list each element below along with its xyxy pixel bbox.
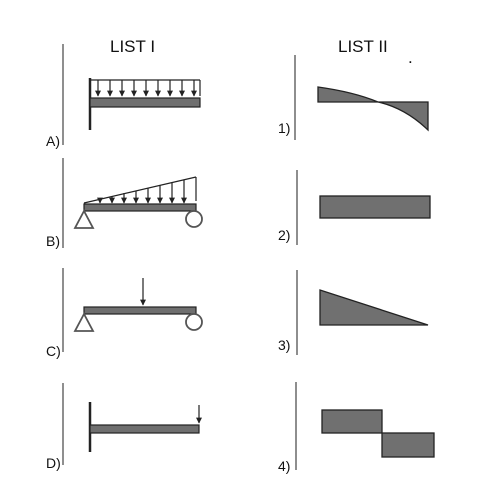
list-2-item-2: 2) bbox=[278, 170, 431, 245]
pin-support-b bbox=[73, 209, 95, 229]
diagram-shape-4-lower bbox=[381, 432, 435, 458]
list-2-item-3: 3) bbox=[278, 270, 429, 355]
list-1-item-d: D) bbox=[46, 383, 202, 471]
diagram-shape-1-right bbox=[377, 101, 429, 132]
beam-d bbox=[89, 424, 200, 434]
diagram-shape-2 bbox=[319, 195, 431, 219]
list-2-header: LIST II bbox=[338, 37, 388, 56]
diagram-shape-4-upper bbox=[321, 409, 383, 434]
list-2-item-1: 1) bbox=[278, 55, 429, 140]
label-b: B) bbox=[46, 233, 60, 249]
roller-support-c bbox=[185, 313, 203, 331]
label-4: 4) bbox=[278, 458, 290, 474]
label-3: 3) bbox=[278, 337, 290, 353]
list-2-item-4: 4) bbox=[278, 382, 435, 474]
label-2: 2) bbox=[278, 227, 290, 243]
stray-dot: . bbox=[408, 48, 413, 67]
list-1-item-b: B) bbox=[46, 158, 203, 249]
list-1-item-a: A) bbox=[46, 44, 201, 149]
beam-b bbox=[83, 203, 197, 212]
diagram-shape-3 bbox=[319, 289, 429, 326]
label-d: D) bbox=[46, 455, 61, 471]
triangular-load-b bbox=[83, 176, 197, 204]
label-c: C) bbox=[46, 343, 61, 359]
list-1-header: LIST I bbox=[110, 37, 155, 56]
roller-support-b bbox=[185, 210, 203, 228]
beam-c bbox=[83, 306, 197, 315]
list-1-item-c: C) bbox=[46, 268, 203, 359]
diagram-shape-1-left bbox=[317, 86, 379, 103]
pin-support-c bbox=[73, 312, 95, 332]
beam-a bbox=[89, 97, 201, 108]
label-a: A) bbox=[46, 133, 60, 149]
udl-load-a bbox=[90, 79, 201, 97]
label-1: 1) bbox=[278, 120, 290, 136]
